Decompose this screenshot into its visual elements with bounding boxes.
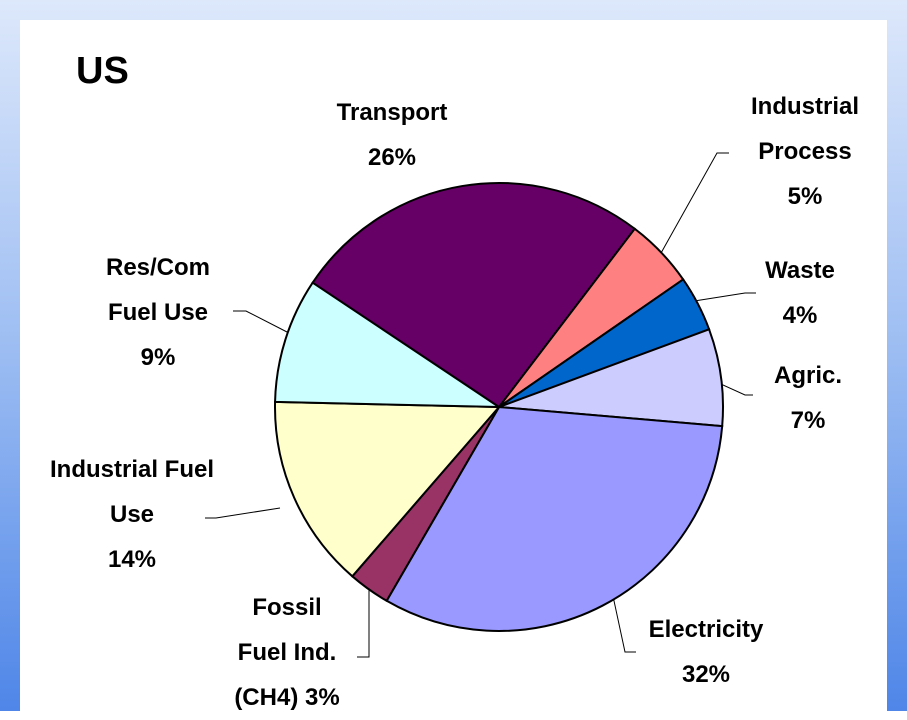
leader-line — [205, 507, 281, 519]
category-label: Electricity — [648, 616, 764, 643]
value-label: 14% — [107, 546, 157, 573]
leader-line — [233, 310, 288, 333]
category-label: Industrial Fuel Use — [49, 456, 214, 528]
value-label: 7% — [790, 407, 826, 434]
slice-label: Industrial Process 5% — [730, 84, 880, 219]
category-label: Transport — [336, 99, 448, 126]
slice-label: Waste 4% — [740, 248, 860, 338]
category-label: Agric. — [773, 362, 842, 389]
pie-slice — [274, 281, 503, 409]
category-label: Res/Com Fuel Use — [105, 254, 211, 326]
leader-line — [357, 588, 370, 658]
leader-line — [655, 152, 729, 263]
value-label: 9% — [140, 344, 176, 371]
value-label: 5% — [787, 183, 823, 210]
pie-slice — [311, 182, 637, 409]
slice-label: Fossil Fuel Ind. (CH4) 3% — [226, 585, 348, 720]
leader-line — [687, 292, 756, 303]
pie-slice — [385, 405, 724, 632]
value-label: 3% — [304, 684, 340, 711]
slice-label: Agric. 7% — [748, 353, 868, 443]
slice-label: Transport 26% — [282, 90, 502, 180]
leader-line — [711, 379, 753, 396]
category-label: Industrial Process — [750, 93, 859, 165]
pie-slice — [274, 400, 502, 578]
category-label: Fossil Fuel Ind. (CH4) — [234, 594, 337, 711]
slice-label: Electricity 32% — [616, 607, 796, 697]
value-label: 26% — [367, 144, 417, 171]
chart-title: US — [76, 50, 129, 92]
value-label: 32% — [681, 661, 731, 688]
slice-label: Res/Com Fuel Use 9% — [88, 245, 228, 380]
category-label: Waste — [765, 257, 835, 284]
slice-label: Industrial Fuel Use 14% — [47, 447, 217, 582]
value-label: 4% — [782, 302, 818, 329]
